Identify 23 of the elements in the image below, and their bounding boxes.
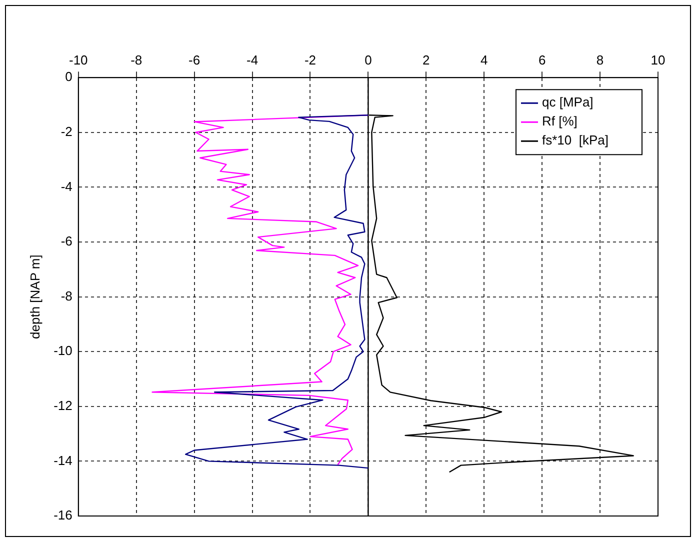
y-tick-label: -10: [54, 343, 72, 358]
y-tick-label: 0: [65, 69, 72, 84]
y-tick-label: -8: [60, 288, 72, 304]
x-tick-label: -6: [188, 52, 200, 68]
x-tick-label: 2: [422, 52, 430, 68]
y-tick-label: -2: [60, 124, 72, 139]
x-tick-label: -2: [304, 52, 316, 68]
legend-label: qc [MPa]: [542, 94, 594, 110]
y-tick-label: -6: [60, 234, 72, 249]
y-tick-label: -4: [60, 178, 72, 194]
x-tick-label: 6: [538, 52, 546, 68]
y-tick-label: -14: [54, 452, 72, 468]
x-tick-label: -8: [130, 52, 142, 68]
legend-label: Rf [%]: [542, 114, 578, 129]
y-axis-title: depth [NAP m]: [27, 254, 42, 339]
y-tick-label: -16: [54, 508, 72, 523]
x-tick-label: 4: [480, 52, 488, 68]
x-tick-label: -4: [246, 52, 258, 68]
y-tick-label: -12: [54, 398, 72, 413]
x-tick-label: 10: [650, 52, 666, 68]
x-tick-label: 8: [596, 52, 604, 68]
x-tick-label: 0: [364, 52, 372, 68]
legend-label: fs*10 [kPa]: [542, 132, 608, 148]
